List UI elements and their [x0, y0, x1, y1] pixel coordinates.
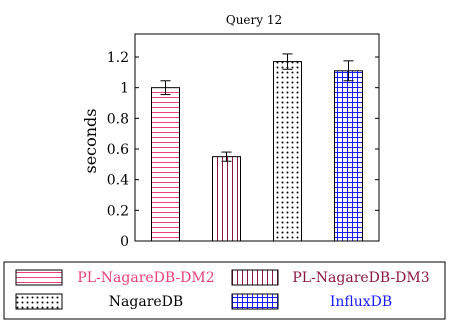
y-tick-label: 0.6 — [107, 142, 129, 158]
legend-swatch — [15, 269, 63, 286]
y-tick-label: 1.2 — [107, 50, 129, 66]
bar-pl-nagaredb-dm3 — [212, 156, 241, 242]
legend-label: NagareDB — [109, 294, 183, 310]
plot-frame — [134, 33, 380, 242]
legend-swatch — [231, 269, 279, 286]
legend-box — [3, 261, 446, 320]
y-tick-label: 0.8 — [107, 111, 129, 127]
y-tick-label: 0 — [120, 234, 129, 250]
bar-influxdb — [334, 70, 363, 242]
bar-pl-nagaredb-dm2 — [151, 87, 180, 242]
y-tick-label: 0.2 — [107, 203, 129, 219]
y-tick-label: 1 — [120, 81, 129, 97]
legend-label: PL-NagareDB-DM3 — [292, 270, 429, 286]
chart-title: Query 12 — [226, 13, 282, 27]
legend-label: PL-NagareDB-DM2 — [77, 270, 214, 286]
y-tick-label: 0.4 — [107, 173, 129, 189]
y-axis-label: seconds — [81, 108, 100, 173]
bars — [151, 53, 363, 242]
legend-swatch — [15, 293, 63, 310]
axes: 0 0.2 0.4 0.6 0.8 1 1.2 — [107, 33, 380, 250]
legend-swatch — [231, 293, 279, 310]
legend: PL-NagareDB-DM2 PL-NagareDB-DM3 NagareDB In… — [15, 269, 430, 310]
legend-label: InfluxDB — [330, 294, 392, 310]
bar-nagaredb — [273, 61, 302, 242]
